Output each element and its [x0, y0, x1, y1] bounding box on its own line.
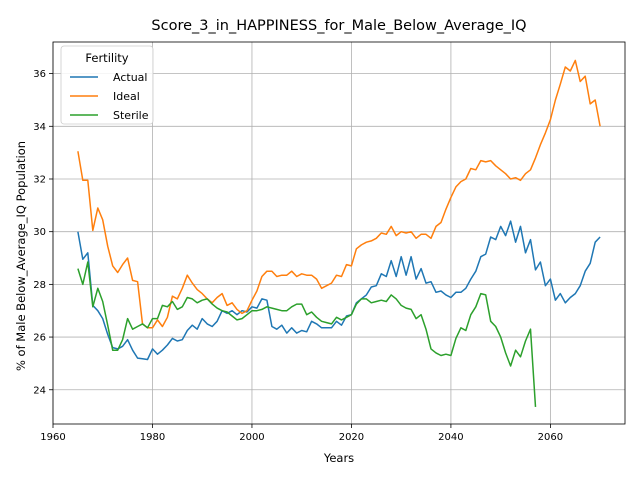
y-tick-label: 30	[33, 227, 46, 238]
legend-title: Fertility	[85, 51, 128, 65]
y-axis-label: % of Male Below_Average_IQ Population	[14, 141, 28, 371]
series-lines	[77, 59, 601, 407]
series-line-sterile	[77, 261, 537, 407]
y-tick-label: 36	[33, 69, 46, 80]
grid	[52, 42, 625, 424]
y-tick-label: 26	[33, 333, 46, 344]
series-line-actual	[77, 220, 601, 361]
x-tick-label: 1960	[40, 432, 65, 443]
plot-frame	[52, 41, 626, 425]
x-tick-label: 1980	[140, 432, 165, 443]
legend-label-sterile: Sterile	[113, 109, 149, 122]
y-tick-label: 28	[33, 280, 46, 291]
legend-label-ideal: Ideal	[113, 90, 140, 103]
legend-box	[60, 45, 154, 125]
axis-ticks: 1960 1980 2000 2020 2040 2060 24 26 28 30 32 34 36	[33, 69, 563, 443]
legend-label-actual: Actual	[113, 71, 147, 84]
y-tick-label: 24	[33, 385, 46, 396]
chart-title: Score_3_in_HAPPINESS_for_Male_Below_Aver…	[151, 18, 526, 34]
x-tick-label: 2000	[239, 432, 264, 443]
y-tick-label: 32	[33, 174, 46, 185]
x-axis-label: Years	[323, 451, 354, 465]
x-tick-label: 2040	[438, 432, 463, 443]
legend: Fertility Actual Ideal Sterile	[60, 45, 154, 125]
series-line-ideal	[77, 59, 601, 329]
x-tick-label: 2060	[538, 432, 563, 443]
y-tick-label: 34	[33, 122, 46, 133]
x-tick-label: 2020	[339, 432, 364, 443]
